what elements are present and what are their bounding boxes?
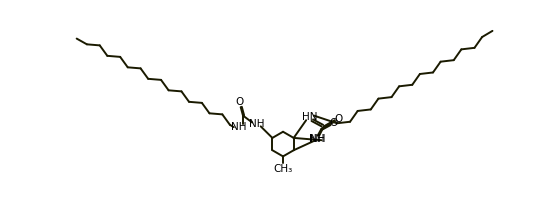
Text: HN: HN	[302, 112, 318, 122]
Text: NH: NH	[309, 134, 325, 144]
Text: O: O	[335, 114, 343, 124]
Text: NH: NH	[231, 122, 246, 132]
Text: NH: NH	[249, 119, 264, 129]
Text: NH: NH	[310, 134, 325, 144]
Text: CH₃: CH₃	[273, 164, 293, 174]
Text: O: O	[236, 97, 244, 108]
Text: O: O	[330, 118, 338, 128]
